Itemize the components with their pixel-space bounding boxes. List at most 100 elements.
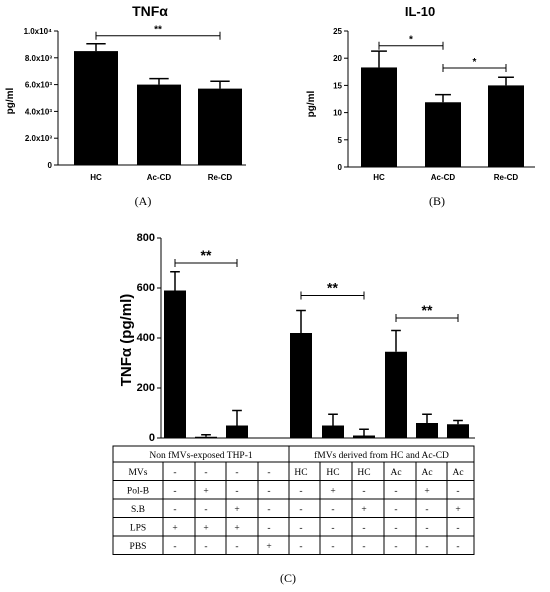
panel-c-significance: ** ** ** — [174, 247, 459, 322]
y-tick-label: 2.0x10³ — [25, 134, 52, 143]
table-cell: - — [204, 468, 207, 478]
table-cell: - — [456, 542, 459, 552]
table-row-label: PBS — [130, 542, 147, 552]
table-group-header: Non fMVs-exposed THP-1 — [149, 450, 253, 461]
panel-a-x-labels: HC Ac-CD Re-CD — [90, 173, 232, 182]
table-cell: + — [203, 523, 208, 533]
table-border — [112, 445, 475, 555]
bar — [322, 425, 344, 438]
table-cell: - — [267, 468, 270, 478]
x-tick-label: Re-CD — [494, 173, 519, 182]
y-tick-label: 600 — [137, 282, 155, 294]
significance-label: ** — [327, 280, 338, 296]
table-cell: - — [456, 523, 459, 533]
table-cell: HC — [326, 468, 339, 478]
table-row-label: MVs — [128, 468, 147, 478]
bar — [137, 84, 181, 165]
table-cell: - — [173, 468, 176, 478]
panel-b-label: (B) — [429, 194, 445, 208]
bar — [385, 351, 407, 438]
table-cell: - — [331, 542, 334, 552]
x-tick-label: Re-CD — [208, 173, 233, 182]
panel-b-title: IL-10 — [405, 4, 435, 19]
x-tick-label: Ac-CD — [147, 173, 172, 182]
bar — [198, 88, 242, 165]
bar — [164, 290, 186, 438]
table-cell: - — [235, 468, 238, 478]
significance-label: ** — [422, 302, 433, 318]
y-tick-label: 20 — [333, 54, 342, 63]
panel-c: TNFα (pg/ml) 0 200 400 600 800 ** ** ** Non fM… — [112, 232, 475, 585]
table-cell: - — [425, 523, 428, 533]
table-cell: - — [204, 505, 207, 515]
table-cell: - — [299, 542, 302, 552]
bar — [447, 424, 469, 438]
y-tick-label: 1.0x10⁴ — [24, 27, 52, 36]
y-tick-label: 15 — [333, 81, 342, 90]
bar — [353, 435, 375, 438]
table-cell: - — [235, 542, 238, 552]
table-cell: HC — [294, 468, 307, 478]
bar — [226, 425, 248, 438]
panel-c-bars — [164, 271, 469, 438]
table-cell: - — [456, 486, 459, 496]
table-cell: HC — [357, 468, 370, 478]
table-cell: + — [361, 505, 366, 515]
table-cell: - — [299, 505, 302, 515]
table-cell: + — [234, 523, 239, 533]
x-tick-label: HC — [373, 173, 385, 182]
table-cell: - — [362, 542, 365, 552]
panel-a: TNFα pg/ml 0 2.0x10³ 4.0x10³ 6.0x10³ 8.0x10³… — [5, 3, 246, 208]
table-cell: - — [331, 523, 334, 533]
x-tick-label: Ac-CD — [431, 173, 456, 182]
table-cell: - — [299, 523, 302, 533]
table-cell: - — [362, 486, 365, 496]
table-cell: - — [235, 486, 238, 496]
y-tick-label: 10 — [333, 109, 342, 118]
y-tick-label: 8.0x10³ — [25, 54, 52, 63]
table-row-label: Pol-B — [127, 486, 149, 496]
table-cell: + — [234, 505, 239, 515]
table-cell: - — [362, 523, 365, 533]
y-tick-label: 0 — [48, 161, 53, 170]
table-cell: - — [331, 505, 334, 515]
table-cell: Ac — [452, 468, 463, 478]
table-cell: + — [172, 523, 177, 533]
table-group-header: fMVs derived from HC and Ac-CD — [314, 450, 449, 461]
table-cell: + — [203, 486, 208, 496]
bar — [416, 423, 438, 438]
panel-a-bars — [74, 42, 242, 165]
table-cell: Ac — [421, 468, 432, 478]
table-cell: - — [173, 542, 176, 552]
y-tick-label: 400 — [137, 332, 155, 344]
x-tick-label: HC — [90, 173, 102, 182]
table-cell: + — [266, 542, 271, 552]
panel-b-ylabel: pg/ml — [306, 90, 317, 117]
significance-label: ** — [201, 247, 212, 263]
y-tick-label: 4.0x10³ — [25, 107, 52, 116]
table-cell: - — [267, 523, 270, 533]
panel-b-x-labels: HC Ac-CD Re-CD — [373, 173, 518, 182]
table-row-label: LPS — [130, 523, 146, 533]
table-cell: Ac — [390, 468, 401, 478]
table-cell: - — [267, 486, 270, 496]
y-tick-label: 800 — [137, 232, 155, 244]
bar — [74, 51, 118, 165]
panel-a-significance: ** — [95, 25, 221, 40]
y-tick-label: 0 — [149, 432, 155, 444]
table-cell: - — [394, 486, 397, 496]
table-cell: - — [173, 486, 176, 496]
y-tick-label: 6.0x10³ — [25, 81, 52, 90]
panel-b-significance: ** — [378, 35, 507, 72]
bar — [488, 85, 524, 167]
y-tick-label: 200 — [137, 382, 155, 394]
table-cell: - — [425, 542, 428, 552]
table-cell: - — [204, 542, 207, 552]
table-cell: + — [455, 505, 460, 515]
table-cell: - — [267, 505, 270, 515]
significance-label: * — [409, 35, 413, 46]
panel-b-bars — [361, 50, 524, 167]
table-row-label: S.B — [131, 505, 145, 515]
